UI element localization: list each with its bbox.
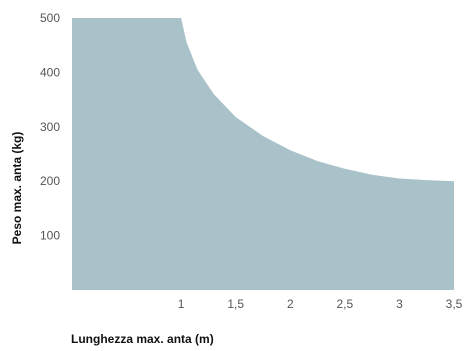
x-tick-label: 2 xyxy=(287,297,294,311)
y-tick-label: 500 xyxy=(40,11,60,25)
x-axis-ticks: 1 1,5 2 2,5 3 3,5 xyxy=(178,297,463,311)
y-axis-label: Peso max. anta (kg) xyxy=(10,132,24,245)
x-tick-label: 3,5 xyxy=(446,297,463,311)
x-tick-label: 3 xyxy=(396,297,403,311)
y-axis-ticks: 100 200 300 400 500 xyxy=(40,11,60,243)
y-tick-label: 300 xyxy=(40,120,60,134)
y-tick-label: 400 xyxy=(40,65,60,79)
allowed-area xyxy=(72,18,454,290)
x-tick-label: 2,5 xyxy=(337,297,354,311)
x-axis-label: Lunghezza max. anta (m) xyxy=(71,332,214,346)
x-tick-label: 1 xyxy=(178,297,185,311)
y-tick-label: 100 xyxy=(40,229,60,243)
y-tick-label: 200 xyxy=(40,174,60,188)
x-tick-label: 1,5 xyxy=(227,297,244,311)
